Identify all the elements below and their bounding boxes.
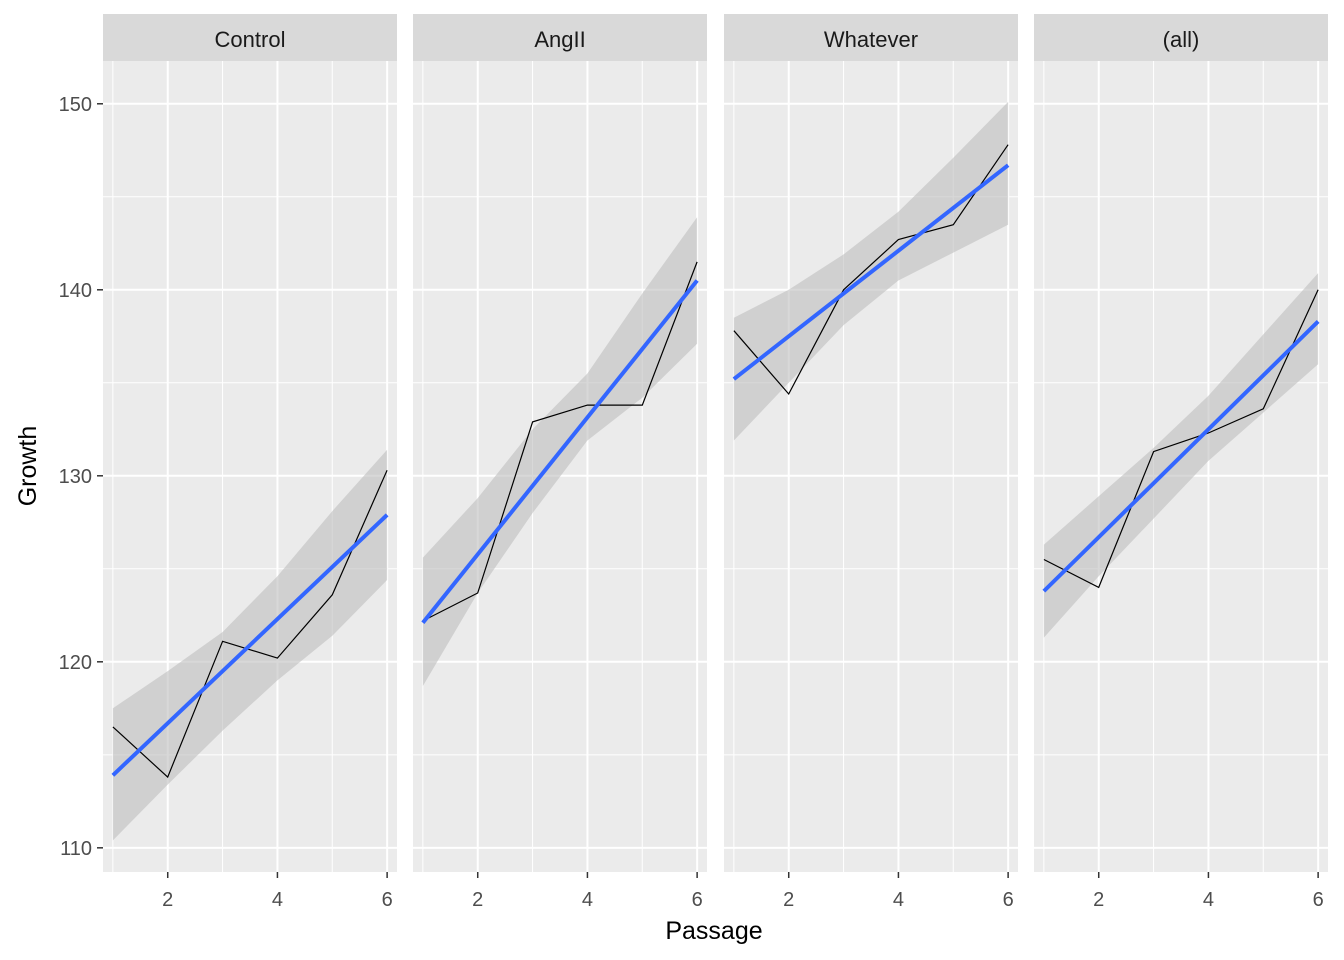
x-tick-label: 4	[1203, 889, 1214, 911]
x-tick-label: 2	[1093, 889, 1104, 911]
facet-strip	[1034, 14, 1328, 61]
x-tick-label: 6	[1003, 889, 1014, 911]
facet-panel-0: Control 2 4 6	[103, 14, 397, 911]
y-tick-label: 130	[59, 466, 92, 488]
x-tick-label: 6	[692, 889, 703, 911]
facet-panel-3: (all) 2 4 6	[1034, 14, 1328, 911]
facet-strip-label: Whatever	[824, 27, 918, 52]
facet-strip-label: (all)	[1163, 27, 1200, 52]
y-tick-label: 140	[59, 280, 92, 302]
x-tick-label: 4	[582, 889, 593, 911]
facet-panel-1: AngII 2 4 6	[413, 14, 707, 911]
data-line	[422, 261, 698, 622]
x-tick-label: 2	[162, 889, 173, 911]
fit-line	[1042, 319, 1320, 593]
x-tick-label: 6	[1313, 889, 1324, 911]
data-line	[112, 469, 388, 779]
facet-panels: Control 2 4 6 AngII 2 4 6 Whatever 2 4 6 (all) 2 4 6	[103, 14, 1328, 911]
fit-line	[732, 163, 1010, 381]
y-axis-title: Growth	[14, 426, 42, 507]
facet-panel-2: Whatever 2 4 6	[724, 14, 1018, 911]
x-tick-label: 2	[472, 889, 483, 911]
facet-strip-label: AngII	[534, 27, 585, 52]
facet-strip	[103, 14, 397, 61]
y-tick-label: 150	[59, 94, 92, 116]
x-tick-label: 2	[783, 889, 794, 911]
fit-line	[111, 513, 389, 777]
fit-line	[421, 279, 699, 624]
facet-strip-label: Control	[215, 27, 286, 52]
x-axis-title: Passage	[665, 917, 762, 945]
y-tick-label: 110	[60, 838, 92, 860]
x-tick-label: 6	[382, 889, 393, 911]
x-tick-label: 4	[272, 889, 283, 911]
x-tick-label: 4	[893, 889, 904, 911]
y-tick-label: 120	[59, 652, 92, 674]
facet-strip	[413, 14, 707, 61]
data-line	[733, 144, 1009, 396]
y-axis: 110 120 130 140 150	[59, 94, 103, 860]
facet-strip	[724, 14, 1018, 61]
data-line	[1043, 289, 1319, 589]
